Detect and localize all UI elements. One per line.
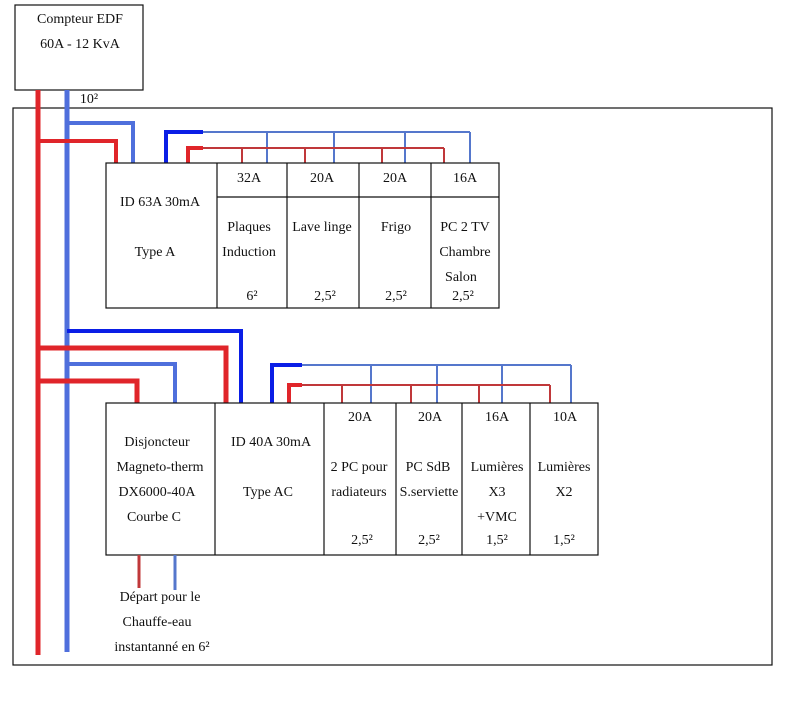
breaker-label: Salon [445, 270, 477, 285]
cable-section: 2,5² [385, 289, 407, 304]
row2-breaker-row: Disjoncteur Magneto-therm DX6000-40A Cou… [105, 402, 599, 556]
row1-breaker-row: ID 63A 30mA Type A 32A Plaques Induction… [105, 162, 500, 309]
breaker-label: Lumières [471, 460, 524, 475]
row2-rcd-neutral-feed [67, 329, 243, 403]
breaker-label: 2 PC pour [331, 460, 388, 475]
breaker-label: X3 [488, 485, 505, 500]
breaker-label: S.serviette [400, 485, 459, 500]
cable-section: 2,5² [351, 533, 373, 548]
row1-phase-out [186, 146, 203, 163]
breaker-rating: 16A [453, 171, 478, 186]
breaker-label: Frigo [381, 220, 411, 235]
main-cable-section: 10² [80, 92, 98, 107]
row2-breaker-phase-feed [38, 378, 140, 403]
panel-enclosure [12, 107, 773, 666]
water-heater-label: instantanné en 6² [114, 640, 209, 655]
cable-section: 2,5² [418, 533, 440, 548]
cable-section: 2,5² [314, 289, 336, 304]
cable-section: 1,5² [553, 533, 575, 548]
breaker-rating: 10A [553, 410, 578, 425]
breaker-label: PC SdB [406, 460, 451, 475]
meter-label: Compteur EDF [37, 12, 123, 27]
breaker-label: Lave linge [292, 220, 351, 235]
breaker-rating: 20A [418, 410, 443, 425]
meter-rating: 60A - 12 KvA [40, 37, 121, 52]
main-breaker-label: Magneto-therm [116, 460, 203, 475]
breaker-label: PC 2 TV [440, 220, 490, 235]
meter-box: Compteur EDF 60A - 12 KvA [14, 4, 144, 91]
row1-phase-bus [203, 147, 445, 163]
breaker-rating: 20A [383, 171, 408, 186]
row2-neutral-out [270, 363, 302, 403]
row1-phase-feed [38, 139, 118, 163]
breaker-rating: 20A [310, 171, 335, 186]
rcd-40a-type: Type AC [243, 485, 293, 500]
row2-phase-bus [302, 384, 551, 403]
breaker-label: Induction [222, 245, 276, 260]
breaker-rating: 16A [485, 410, 510, 425]
cable-section: 1,5² [486, 533, 508, 548]
breaker-label: radiateurs [331, 485, 386, 500]
breaker-rating: 32A [237, 171, 262, 186]
row1-neutral-out [164, 130, 203, 163]
main-breaker-label: Courbe C [127, 510, 181, 525]
main-breaker-label: Disjoncteur [124, 435, 190, 450]
breaker-label: Lumières [538, 460, 591, 475]
row2-breaker-neutral-feed [67, 362, 177, 403]
breaker-label: Chambre [439, 245, 490, 260]
water-heater-label: Départ pour le [120, 590, 201, 605]
rcd-40a-label: ID 40A 30mA [231, 435, 312, 450]
breaker-label: +VMC [477, 510, 517, 525]
row2-rcd-phase-feed [38, 345, 229, 403]
breaker-rating: 20A [348, 410, 373, 425]
row2-phase-out [287, 383, 302, 403]
rcd-63a-label: ID 63A 30mA [120, 195, 201, 210]
main-breaker-label: DX6000-40A [119, 485, 197, 500]
water-heater-label: Chauffe-eau [123, 615, 192, 630]
breaker-label: Plaques [227, 220, 271, 235]
cable-section: 6² [246, 289, 257, 304]
cable-section: 2,5² [452, 289, 474, 304]
row1-neutral-feed [67, 121, 135, 163]
breaker-label: X2 [555, 485, 572, 500]
rcd-63a-type: Type A [135, 245, 177, 260]
